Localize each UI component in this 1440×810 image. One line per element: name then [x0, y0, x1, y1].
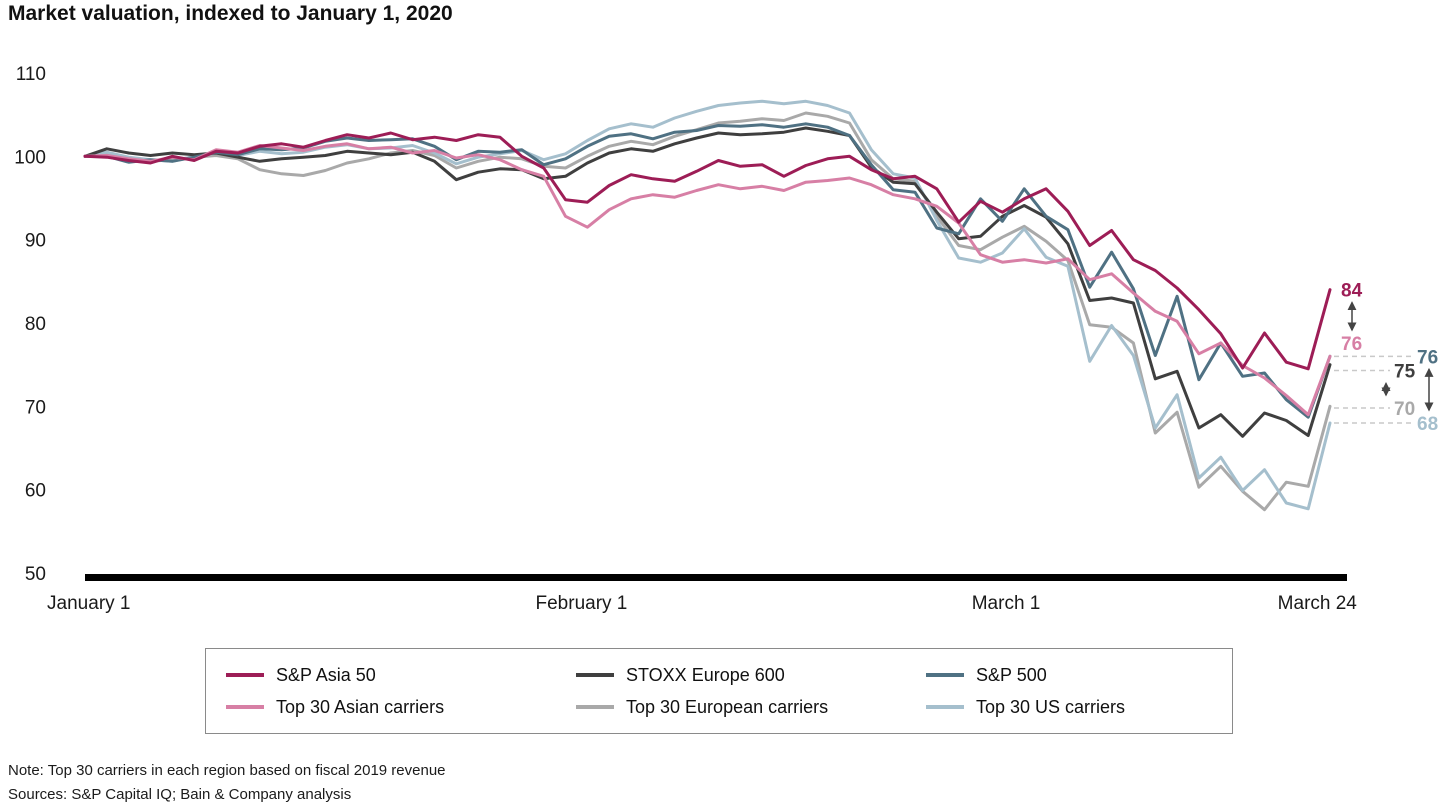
x-axis-label: January 1 [47, 593, 130, 614]
legend-item-s-p-asia-50: S&P Asia 50 [226, 660, 576, 690]
legend-item-top-30-european-carriers: Top 30 European carriers [576, 692, 926, 722]
legend-swatch-stoxx-europe-600 [576, 673, 614, 677]
legend-label-top-30-us-carriers: Top 30 US carriers [976, 696, 1126, 717]
legend-swatch-top-30-asian-carriers [226, 705, 264, 709]
series-line-s-p-500 [83, 122, 1332, 419]
y-axis-label: 90 [25, 231, 46, 252]
y-axis-label: 70 [25, 397, 46, 418]
legend-item-top-30-asian-carriers: Top 30 Asian carriers [226, 692, 576, 722]
x-axis-label: February 1 [536, 593, 628, 614]
legend: S&P Asia 50 STOXX Europe 600 S&P 500 Top 30… [205, 648, 1233, 734]
legend-item-s-p-500: S&P 500 [926, 660, 1232, 690]
legend-item-stoxx-europe-600: STOXX Europe 600 [576, 660, 926, 690]
legend-label-top-30-asian-carriers: Top 30 Asian carriers [276, 696, 445, 717]
legend-label-s-p-500: S&P 500 [976, 664, 1047, 685]
x-axis-label: March 24 [1278, 593, 1358, 614]
chart-title: Market valuation, indexed to January 1, … [8, 2, 453, 25]
series-line-stoxx-europe-600 [83, 126, 1332, 438]
legend-item-top-30-us-carriers: Top 30 US carriers [926, 692, 1232, 722]
x-axis-label: March 1 [972, 593, 1041, 614]
y-axis-label: 110 [16, 64, 46, 85]
legend-swatch-s-p-asia-50 [226, 673, 264, 677]
y-axis-label: 50 [25, 564, 46, 585]
end-value-label-stoxx-europe-600: 75 [1394, 362, 1416, 383]
end-value-label-s-p-500: 76 [1417, 347, 1438, 368]
x-axis-line [85, 574, 1347, 581]
end-value-label-top-30-european-carriers: 70 [1394, 399, 1415, 420]
series-line-top-30-asian-carriers [83, 142, 1332, 417]
end-value-label-top-30-asian-carriers: 76 [1341, 334, 1362, 355]
sources-text: Sources: S&P Capital IQ; Bain & Company … [8, 786, 352, 803]
series-line-s-p-asia-50 [83, 131, 1332, 371]
legend-label-top-30-european-carriers: Top 30 European carriers [626, 696, 829, 717]
legend-label-s-p-asia-50: S&P Asia 50 [276, 664, 376, 685]
end-value-label-s-p-asia-50: 84 [1341, 281, 1363, 302]
y-axis-label: 60 [25, 481, 46, 502]
legend-swatch-s-p-500 [926, 673, 964, 677]
note-text: Note: Top 30 carriers in each region bas… [8, 762, 446, 779]
y-axis-label: 80 [25, 314, 46, 335]
legend-label-stoxx-europe-600: STOXX Europe 600 [626, 664, 785, 685]
legend-swatch-top-30-european-carriers [576, 705, 614, 709]
series-line-top-30-us-carriers [83, 99, 1332, 511]
legend-swatch-top-30-us-carriers [926, 705, 964, 709]
y-axis-label: 100 [14, 147, 46, 168]
end-value-label-top-30-us-carriers: 68 [1417, 414, 1438, 435]
series-line-top-30-european-carriers [83, 111, 1332, 512]
